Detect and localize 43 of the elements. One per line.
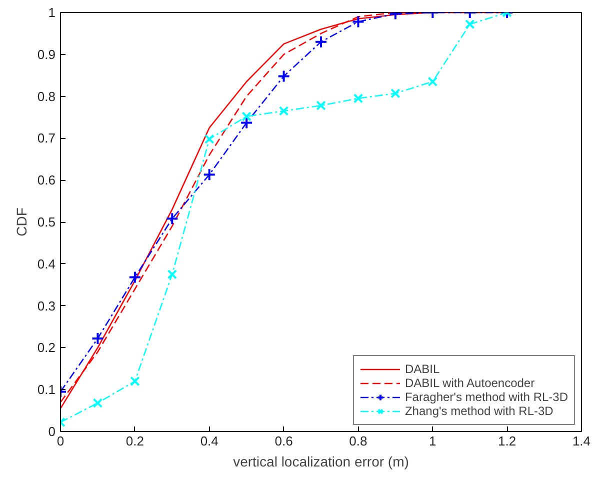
x-axis-title: vertical localization error (m) <box>233 454 409 470</box>
point <box>278 106 289 116</box>
legend-label: Zhang's method with RL-3D <box>404 404 554 418</box>
legend-label: Faragher's method with RL-3D <box>404 390 568 404</box>
x-tick-label: 0.8 <box>349 434 368 448</box>
y-tick-label: 0.5 <box>37 214 56 230</box>
y-tick-label: 0.8 <box>37 88 56 104</box>
point <box>352 15 365 28</box>
point <box>167 269 178 280</box>
point <box>390 88 400 98</box>
legend-label: DABIL with Autoencoder <box>404 376 535 390</box>
y-tick-label: 0.3 <box>37 298 56 314</box>
point <box>91 332 104 345</box>
point <box>202 168 216 182</box>
y-axis-title: CDF <box>13 208 30 236</box>
point <box>204 134 214 144</box>
point <box>92 398 103 408</box>
x-tick-label: 1.2 <box>498 434 516 448</box>
y-tick-label: 0.2 <box>37 340 56 356</box>
y-tick-label: 0.6 <box>37 172 56 188</box>
y-tick-label: 0.4 <box>37 256 56 272</box>
point <box>242 112 252 122</box>
point <box>314 35 328 48</box>
point <box>316 100 326 110</box>
point <box>353 94 364 104</box>
point <box>464 19 475 30</box>
y-tick-label: 0.9 <box>37 46 56 62</box>
x-tick-label: 1.4 <box>572 434 591 448</box>
x-tick-label: 1 <box>429 434 436 448</box>
legend-label: DABIL <box>404 362 440 376</box>
point <box>240 116 254 130</box>
y-tick-label: 0.1 <box>37 382 56 398</box>
x-tick-label: 0.4 <box>200 434 218 448</box>
point <box>166 212 179 226</box>
x-tick-label: 0.6 <box>274 434 293 448</box>
y-tick-label: 0.7 <box>37 130 56 146</box>
point <box>428 76 438 87</box>
point <box>277 70 290 83</box>
x-tick-label: 0.2 <box>126 434 144 448</box>
y-tick-label: 1 <box>48 5 56 20</box>
y-tick-label: 0 <box>48 424 56 439</box>
point <box>130 376 140 386</box>
point <box>128 270 142 284</box>
